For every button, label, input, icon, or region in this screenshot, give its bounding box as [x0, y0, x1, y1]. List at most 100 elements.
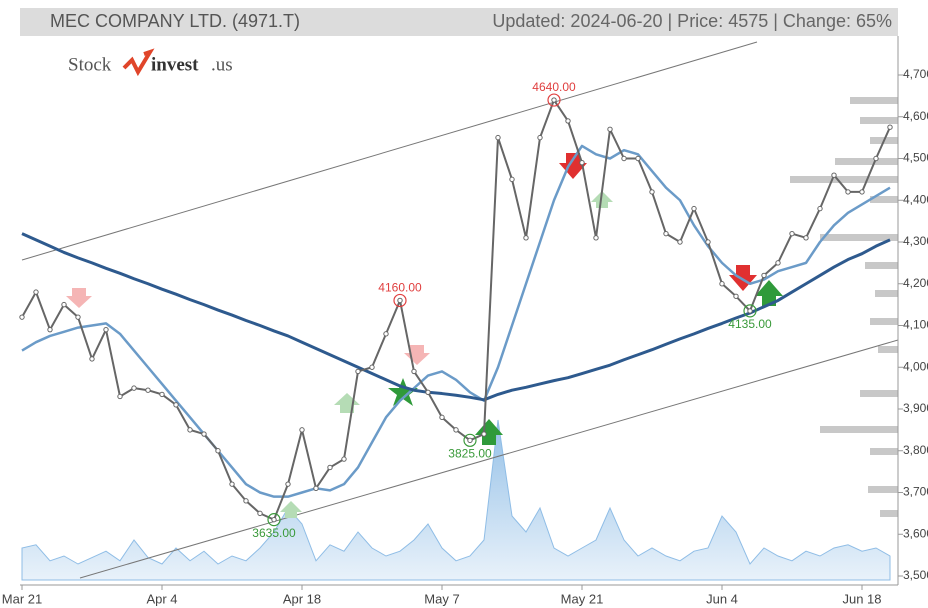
- x-tick-label: May 21: [561, 591, 604, 606]
- y-tick-label: 4,300: [903, 234, 928, 248]
- point: [873, 155, 879, 162]
- point: [649, 189, 655, 195]
- point: [887, 124, 893, 130]
- point: [453, 427, 459, 433]
- x-tick-label: Mar 21: [2, 591, 42, 606]
- point: [201, 431, 207, 437]
- header-bar: [20, 8, 898, 36]
- point: [831, 172, 837, 178]
- x-tick-label: May 7: [424, 591, 459, 606]
- point: [509, 176, 515, 183]
- y-tick-label: 3,900: [903, 401, 928, 415]
- plot-layer: 4640.00 4160.00 3635.00 3825.00 4135.00: [19, 80, 893, 540]
- point: [523, 235, 529, 241]
- point: [551, 97, 557, 103]
- point: [187, 427, 193, 433]
- logo-text: .us: [211, 54, 233, 75]
- point: [733, 293, 739, 299]
- annotation-label: 4135.00: [728, 317, 772, 331]
- series-line: [21, 144, 891, 498]
- point: [131, 385, 137, 391]
- point: [719, 281, 725, 287]
- x-tick-label: Jun 4: [706, 591, 738, 606]
- annotation-marker: [393, 293, 407, 308]
- point: [369, 364, 375, 370]
- volume-area: [21, 419, 891, 581]
- point: [383, 331, 389, 337]
- point: [229, 481, 235, 487]
- y-tick-label: 3,700: [903, 485, 928, 499]
- point: [845, 189, 851, 195]
- point: [467, 437, 473, 444]
- info: Updated: 2024-06-20 | Price: 4575 | Chan…: [492, 11, 892, 31]
- point: [47, 326, 53, 333]
- x-tick-label: Apr 18: [283, 591, 321, 606]
- point: [789, 230, 795, 237]
- logo: Stock invest .us: [68, 48, 233, 77]
- point: [215, 448, 221, 454]
- point: [761, 272, 767, 279]
- title: MEC COMPANY LTD. (4971.T): [50, 11, 300, 31]
- y-tick-label: 4,600: [903, 109, 928, 123]
- y-tick-label: 4,400: [903, 192, 928, 206]
- point: [691, 205, 697, 212]
- point: [425, 389, 431, 395]
- signals: [66, 153, 783, 518]
- annotation-marker: [547, 93, 561, 107]
- point: [61, 301, 67, 308]
- point: [313, 485, 319, 492]
- point: [439, 414, 445, 421]
- y-tick-label: 4,200: [903, 276, 928, 290]
- point: [621, 155, 627, 162]
- annotation-marker: [463, 433, 477, 447]
- point: [495, 134, 501, 141]
- point: [411, 368, 417, 375]
- y-tick-label: 4,000: [903, 359, 928, 373]
- point: [859, 189, 865, 195]
- point: [257, 510, 263, 517]
- point: [677, 239, 683, 245]
- point: [481, 431, 487, 437]
- point: [579, 159, 585, 166]
- point: [747, 308, 753, 314]
- point: [775, 260, 781, 266]
- point: [75, 314, 81, 320]
- y-tick-label: 4,700: [903, 67, 928, 81]
- point: [355, 368, 361, 375]
- point: [397, 297, 403, 304]
- annotation-label: 3635.00: [252, 526, 296, 540]
- annotation-marker: [267, 513, 281, 527]
- y-tick-label: 3,500: [903, 568, 928, 582]
- point: [607, 126, 613, 132]
- point: [33, 289, 39, 295]
- y-tick-label: 3,800: [903, 443, 928, 457]
- annotation-label: 3825.00: [448, 446, 492, 460]
- trend-line: [21, 41, 758, 261]
- point: [341, 456, 347, 462]
- point: [145, 387, 151, 393]
- point: [271, 516, 277, 523]
- point: [593, 235, 599, 241]
- point: [89, 356, 95, 362]
- logo-text: Stock: [68, 54, 112, 75]
- point: [285, 481, 291, 487]
- logo-text: invest: [151, 54, 199, 75]
- point: [705, 239, 711, 245]
- point: [565, 118, 571, 124]
- x-tick-label: Apr 4: [146, 591, 177, 606]
- point: [243, 498, 249, 504]
- point: [803, 235, 809, 241]
- point: [103, 326, 109, 333]
- point: [663, 230, 669, 237]
- point: [817, 205, 823, 212]
- point: [537, 134, 543, 141]
- point: [19, 314, 25, 320]
- volume-layer: [21, 419, 891, 581]
- y-tick-label: 4,100: [903, 318, 928, 332]
- point: [635, 155, 641, 162]
- y-tick-label: 3,600: [903, 526, 928, 540]
- volume-profile: [790, 97, 898, 517]
- trend-line: [79, 339, 899, 579]
- annotation-marker: [743, 304, 757, 318]
